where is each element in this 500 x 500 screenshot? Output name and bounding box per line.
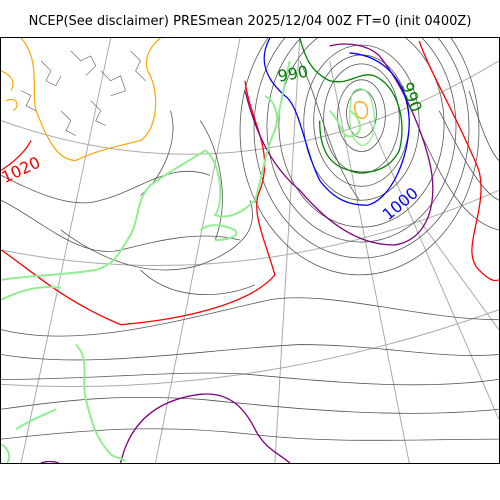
high-pressure-contour (1, 70, 18, 112)
high-pressure-contour (20, 38, 161, 162)
longitude-line (368, 120, 499, 420)
isobar (438, 110, 499, 201)
isobar (199, 120, 223, 241)
isobars-thin (1, 60, 499, 441)
terrain-detail (20, 50, 146, 136)
isobar (299, 60, 360, 201)
isobar (1, 344, 499, 361)
isobar (418, 130, 499, 231)
isobar (1, 372, 499, 386)
longitude-line (274, 38, 301, 463)
contour-label-1020: 1020 (1, 153, 43, 187)
latitude-line (1, 189, 499, 267)
latitude-line (1, 309, 499, 387)
pressure-map: 990 990 1000 1020 (0, 37, 500, 464)
coastline (1, 60, 361, 463)
isobar (1, 170, 211, 204)
isobar (1, 428, 499, 441)
longitude-line (418, 219, 499, 330)
isobar-1020-south (1, 80, 276, 326)
isobar (468, 90, 499, 161)
isobar-high-center (353, 100, 369, 119)
longitude-line (329, 60, 410, 463)
isobar-1020-left (1, 140, 32, 171)
isobar (1, 199, 241, 252)
contour-label-990-right: 990 (398, 80, 426, 115)
contour-label-1000: 1000 (379, 183, 422, 224)
isobar-1010-trough (244, 43, 434, 246)
longitude-line (20, 38, 112, 463)
isobar-1000 (263, 38, 410, 206)
isobar-990 (299, 38, 403, 173)
isobar (1, 297, 499, 337)
longitude-line (154, 38, 241, 463)
isobar-1010-south (119, 393, 291, 463)
graticule (1, 38, 499, 463)
contour-label-990-upper: 990 (276, 62, 309, 86)
isobar (1, 396, 499, 414)
isobar-980 (349, 88, 375, 147)
isobar (140, 269, 256, 296)
map-title: NCEP(See disclaimer) PRESmean 2025/12/04… (28, 14, 472, 29)
isobar-1010-corner (40, 460, 60, 463)
isobar (60, 200, 253, 271)
isobar-1020-right (418, 40, 499, 282)
map-canvas: 990 990 1000 1020 (1, 38, 499, 463)
latitude-line (1, 60, 499, 155)
